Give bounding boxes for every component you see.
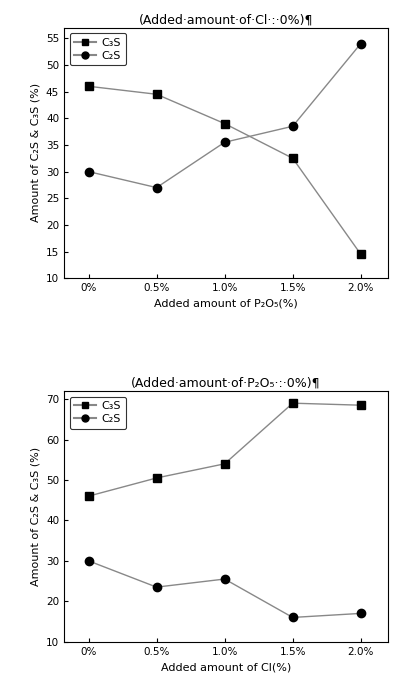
Title: (Added·amount·of·P₂O₅·:·0%)¶: (Added·amount·of·P₂O₅·:·0%)¶ <box>131 377 321 390</box>
Legend: C₃S, C₂S: C₃S, C₂S <box>70 33 126 66</box>
Title: (Added·amount·of·Cl·:·0%)¶: (Added·amount·of·Cl·:·0%)¶ <box>139 13 313 26</box>
X-axis label: Added amount of P₂O₅(%): Added amount of P₂O₅(%) <box>154 299 298 308</box>
Legend: C₃S, C₂S: C₃S, C₂S <box>70 397 126 428</box>
X-axis label: Added amount of Cl(%): Added amount of Cl(%) <box>161 662 291 672</box>
Y-axis label: Amount of C₂S & C₃S (%): Amount of C₂S & C₃S (%) <box>30 447 40 586</box>
Y-axis label: Amount of C₂S & C₃S (%): Amount of C₂S & C₃S (%) <box>30 83 40 222</box>
